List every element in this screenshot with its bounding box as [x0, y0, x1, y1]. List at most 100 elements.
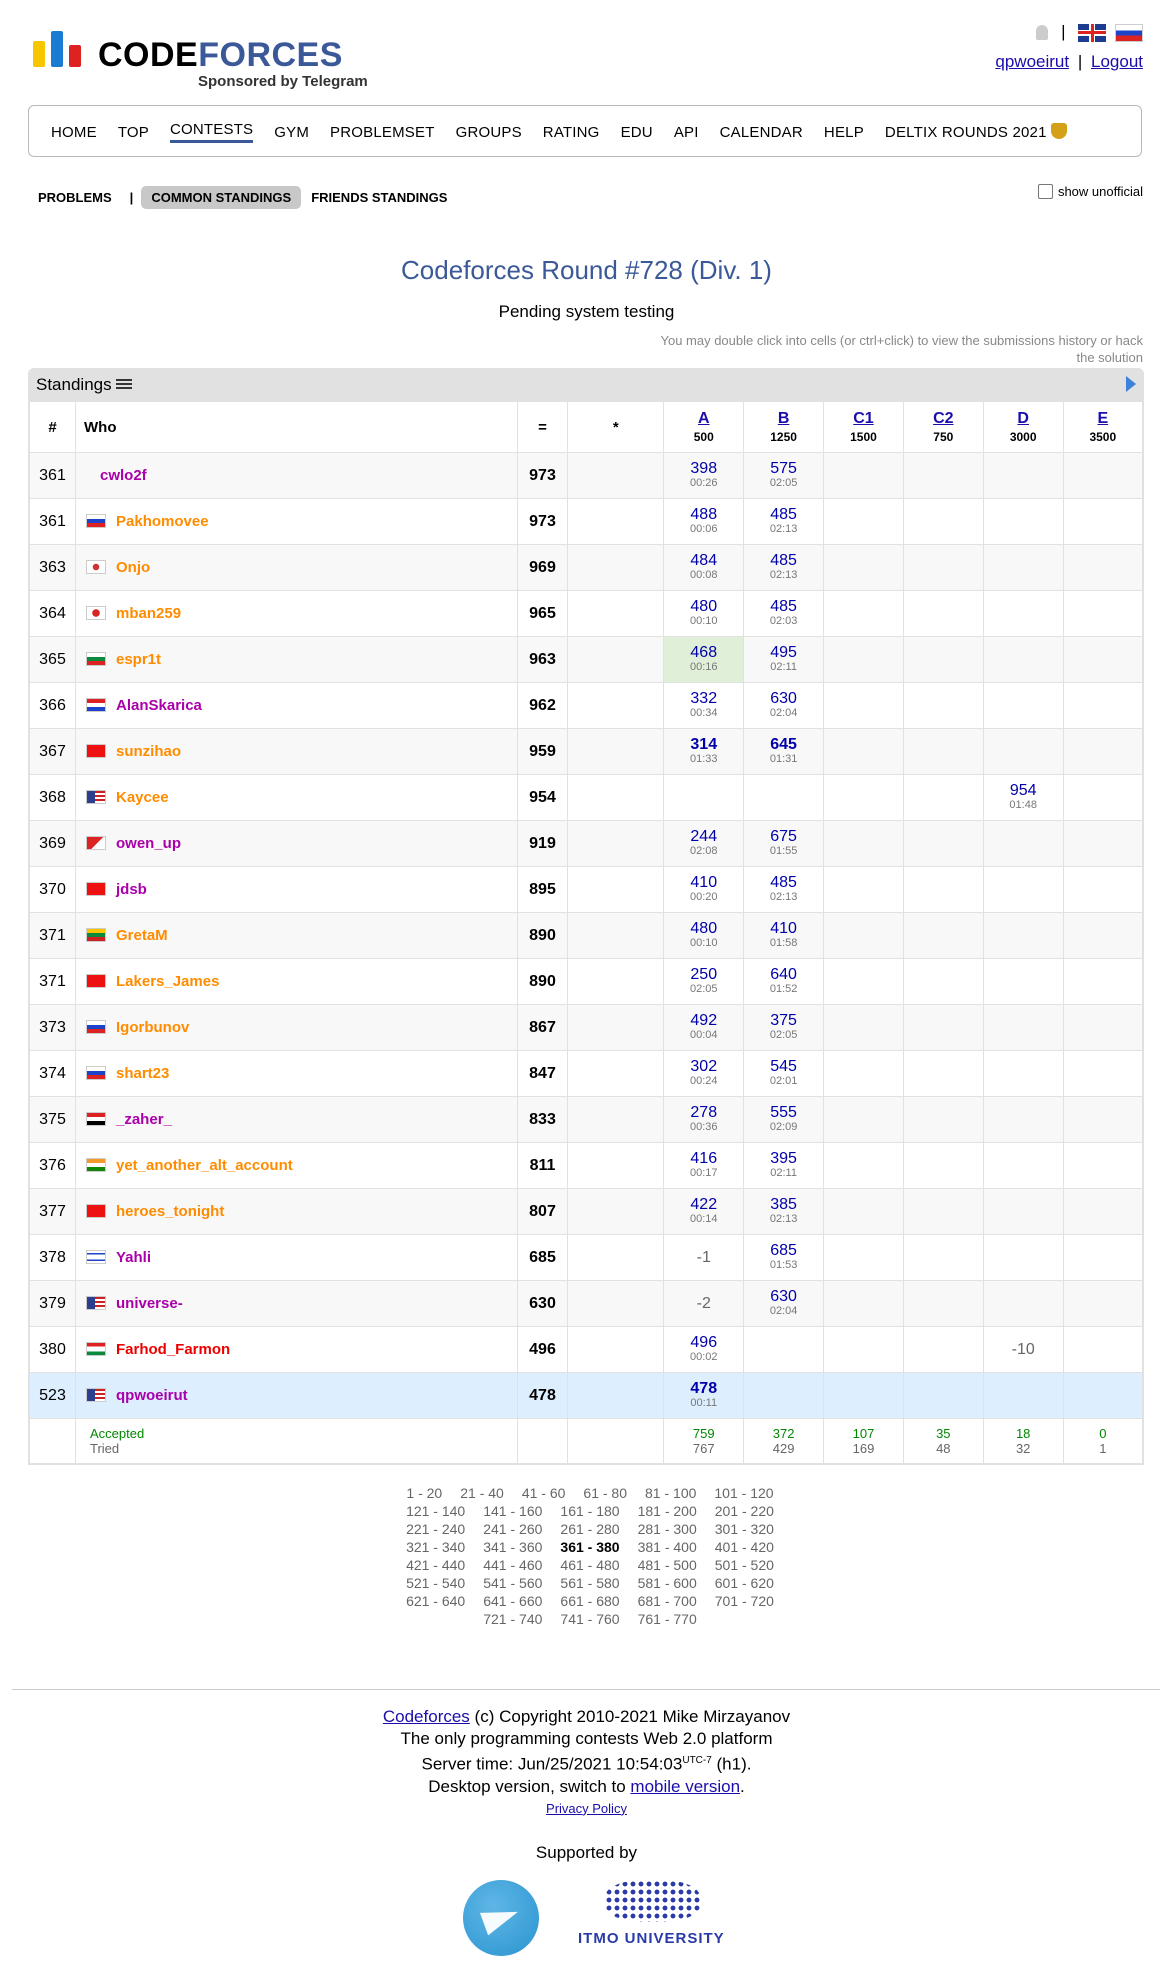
- accepted-tried-cell[interactable]: 759 767: [663, 1418, 744, 1465]
- page-link[interactable]: 741 - 760: [560, 1611, 620, 1627]
- participant-link[interactable]: Farhod_Farmon: [116, 1341, 231, 1358]
- problem-result-cell[interactable]: [982, 866, 1064, 913]
- problem-result-cell[interactable]: 410 01:58: [743, 912, 824, 959]
- menu-item-calendar[interactable]: CALENDAR: [719, 123, 803, 141]
- problem-result-cell[interactable]: 244 02:08: [663, 820, 744, 867]
- page-link[interactable]: 161 - 180: [560, 1503, 620, 1519]
- problem-result-cell[interactable]: 480 00:10: [663, 912, 744, 959]
- problem-result-cell[interactable]: [823, 1326, 904, 1373]
- problem-result-cell[interactable]: [982, 498, 1064, 545]
- problem-result-cell[interactable]: [982, 1188, 1064, 1235]
- problem-link-d[interactable]: D: [1017, 410, 1029, 427]
- page-link[interactable]: 321 - 340: [406, 1539, 466, 1555]
- problem-result-cell[interactable]: [902, 1280, 984, 1327]
- page-link[interactable]: 461 - 480: [560, 1557, 620, 1573]
- menu-item-home[interactable]: HOME: [51, 123, 97, 141]
- problem-result-cell[interactable]: [902, 452, 984, 499]
- problem-result-cell[interactable]: [1062, 728, 1143, 775]
- problem-result-cell[interactable]: 575 02:05: [743, 452, 824, 499]
- problem-result-cell[interactable]: [823, 912, 904, 959]
- problem-result-cell[interactable]: [1062, 774, 1143, 821]
- problem-link-e[interactable]: E: [1097, 410, 1109, 427]
- codeforces-link[interactable]: Codeforces: [382, 1707, 470, 1726]
- problem-result-cell[interactable]: [902, 498, 984, 545]
- problem-result-cell[interactable]: 545 02:01: [743, 1050, 824, 1097]
- problem-result-cell[interactable]: [1062, 1050, 1143, 1097]
- problem-result-cell[interactable]: [1062, 498, 1143, 545]
- page-link[interactable]: 421 - 440: [406, 1557, 466, 1573]
- problem-result-cell[interactable]: [982, 452, 1064, 499]
- problem-result-cell[interactable]: 485 02:03: [743, 590, 824, 637]
- problem-result-cell[interactable]: 278 00:36: [663, 1096, 744, 1143]
- problem-result-cell[interactable]: 410 00:20: [663, 866, 744, 913]
- page-link[interactable]: 361 - 380: [560, 1539, 620, 1555]
- problem-result-cell[interactable]: [902, 682, 984, 729]
- problem-result-cell[interactable]: 480 00:10: [663, 590, 744, 637]
- english-flag-icon[interactable]: [1078, 23, 1107, 42]
- page-link[interactable]: 21 - 40: [460, 1485, 504, 1501]
- problem-result-cell[interactable]: [1062, 452, 1143, 499]
- problem-result-cell[interactable]: 485 02:13: [743, 498, 824, 545]
- accepted-tried-cell[interactable]: 18 32: [982, 1418, 1064, 1465]
- menu-item-problemset[interactable]: PROBLEMSET: [330, 123, 435, 141]
- page-link[interactable]: 61 - 80: [583, 1485, 628, 1501]
- problem-result-cell[interactable]: [1062, 866, 1143, 913]
- participant-link[interactable]: heroes_tonight: [116, 1203, 225, 1220]
- page-link[interactable]: 621 - 640: [406, 1593, 466, 1609]
- problem-result-cell[interactable]: 468 00:16: [663, 636, 744, 683]
- show-unofficial-toggle[interactable]: show unofficial: [1037, 184, 1143, 199]
- tab-common-standings[interactable]: COMMON STANDINGS: [141, 186, 302, 209]
- problem-result-cell[interactable]: [902, 728, 984, 775]
- page-link[interactable]: 221 - 240: [406, 1521, 466, 1537]
- problem-result-cell[interactable]: [902, 590, 984, 637]
- problem-result-cell[interactable]: [982, 1096, 1064, 1143]
- problem-result-cell[interactable]: [982, 590, 1064, 637]
- show-unofficial-checkbox[interactable]: [1037, 184, 1053, 199]
- problem-result-cell[interactable]: [982, 820, 1064, 867]
- problem-result-cell[interactable]: 954 01:48: [982, 774, 1064, 821]
- page-link[interactable]: 681 - 700: [637, 1593, 697, 1609]
- menu-item-api[interactable]: API: [673, 123, 699, 141]
- problem-result-cell[interactable]: [823, 866, 904, 913]
- page-link[interactable]: 1 - 20: [406, 1485, 443, 1501]
- problem-result-cell[interactable]: [1062, 912, 1143, 959]
- page-link[interactable]: 261 - 280: [560, 1521, 620, 1537]
- problem-result-cell[interactable]: [1062, 682, 1143, 729]
- page-link[interactable]: 141 - 160: [483, 1503, 543, 1519]
- problem-result-cell[interactable]: [902, 1372, 984, 1419]
- problem-result-cell[interactable]: [982, 958, 1064, 1005]
- participant-link[interactable]: Lakers_James: [116, 973, 220, 990]
- mobile-version-link[interactable]: mobile version: [630, 1776, 741, 1796]
- page-link[interactable]: 581 - 600: [637, 1575, 697, 1591]
- page-link[interactable]: 541 - 560: [483, 1575, 543, 1591]
- problem-link-c2[interactable]: C2: [933, 410, 954, 427]
- problem-result-cell[interactable]: [1062, 1280, 1143, 1327]
- problem-result-cell[interactable]: [902, 866, 984, 913]
- problem-result-cell[interactable]: [1062, 1234, 1143, 1281]
- problem-result-cell[interactable]: [823, 452, 904, 499]
- codeforces-logo-text[interactable]: CODEFORCES: [98, 36, 343, 74]
- page-link[interactable]: 601 - 620: [714, 1575, 774, 1591]
- menu-item-rating[interactable]: RATING: [542, 123, 600, 141]
- problem-result-cell[interactable]: [823, 1142, 904, 1189]
- page-link[interactable]: 281 - 300: [637, 1521, 697, 1537]
- problem-result-cell[interactable]: 398 00:26: [663, 452, 744, 499]
- tab-friends-standings[interactable]: FRIENDS STANDINGS: [311, 190, 448, 205]
- problem-result-cell[interactable]: [1062, 636, 1143, 683]
- problem-result-cell[interactable]: [982, 728, 1064, 775]
- page-link[interactable]: 201 - 220: [714, 1503, 774, 1519]
- participant-link[interactable]: owen_up: [116, 835, 182, 852]
- problem-result-cell[interactable]: [982, 682, 1064, 729]
- page-link[interactable]: 521 - 540: [406, 1575, 466, 1591]
- problem-result-cell[interactable]: [902, 1050, 984, 1097]
- profile-link[interactable]: qpwoeirut: [995, 52, 1070, 71]
- problem-result-cell[interactable]: [902, 1096, 984, 1143]
- problem-result-cell[interactable]: [982, 1050, 1064, 1097]
- problem-result-cell[interactable]: 496 00:02: [663, 1326, 744, 1373]
- expand-arrow-icon[interactable]: [1126, 376, 1136, 392]
- problem-result-cell[interactable]: -2: [663, 1280, 744, 1327]
- list-icon[interactable]: [115, 379, 132, 391]
- problem-result-cell[interactable]: 675 01:55: [743, 820, 824, 867]
- page-link[interactable]: 641 - 660: [483, 1593, 543, 1609]
